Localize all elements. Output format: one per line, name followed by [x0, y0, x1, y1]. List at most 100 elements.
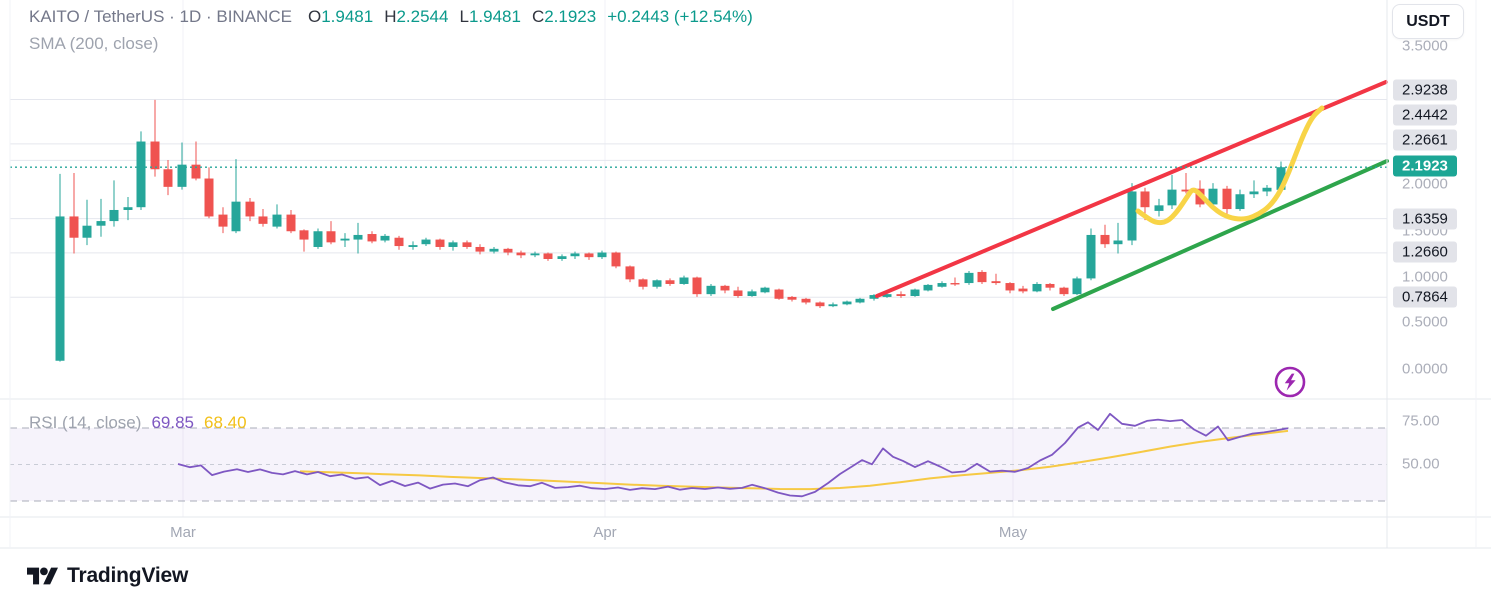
candle-body	[109, 209, 119, 222]
sma-label: SMA (200, close)	[29, 34, 159, 53]
candle-body	[1059, 287, 1069, 295]
candle-body	[340, 238, 350, 241]
candle-body	[245, 201, 255, 217]
candle-body	[326, 231, 336, 243]
candles-layer	[55, 99, 1286, 362]
ohlc-open: O1.9481	[307, 7, 374, 26]
candle-body	[136, 141, 146, 208]
candle-body	[625, 266, 635, 280]
ohlc-close: C2.1923	[531, 7, 597, 26]
price-level-label: 2.2661	[1393, 129, 1457, 151]
candle-body	[611, 252, 621, 267]
candle-body	[950, 283, 960, 285]
candle-body	[828, 304, 838, 307]
candle-body	[733, 290, 743, 296]
tradingview-logo-icon	[27, 567, 58, 585]
time-axis-month: Apr	[593, 524, 617, 541]
candle-body	[1045, 283, 1055, 288]
rsi-line	[177, 412, 1289, 498]
price-level-label: 2.4442	[1393, 104, 1457, 126]
rsi-legend[interactable]: RSI (14, close) 69.85 68.40	[29, 413, 247, 433]
candle-body	[1113, 240, 1123, 245]
lightning-icon	[1274, 366, 1306, 398]
price-axis-tick: 0.0000	[1402, 360, 1448, 378]
candle-body	[299, 230, 309, 240]
current-price-label: 2.1923	[1393, 155, 1457, 177]
candle-body	[543, 253, 553, 259]
price-level-label: 0.7864	[1393, 286, 1457, 308]
symbol-title: KAITO / TetherUS · 1D · BINANCE	[29, 7, 292, 26]
candle-body	[353, 234, 363, 240]
candle-body	[1276, 167, 1286, 190]
highlight-curve[interactable]	[1135, 105, 1325, 226]
candle-body	[1249, 191, 1259, 195]
candle-body	[923, 284, 933, 291]
candle-body	[177, 164, 187, 187]
rsi-label: RSI (14, close)	[29, 413, 142, 432]
candle-body	[408, 245, 418, 247]
candle-body	[896, 294, 906, 296]
trendline-resistance[interactable]	[875, 80, 1388, 298]
candle-body	[652, 280, 662, 287]
trendline-support[interactable]	[1051, 159, 1389, 311]
candle-body	[1235, 194, 1245, 210]
candle-body	[977, 271, 987, 283]
price-level-label: 1.2660	[1393, 241, 1457, 263]
candle-body	[1005, 283, 1015, 291]
candle-body	[1100, 234, 1110, 245]
price-axis-tick: 1.0000	[1402, 268, 1448, 286]
candle-body	[313, 231, 323, 247]
candle-body	[69, 216, 79, 238]
candle-body	[530, 253, 540, 256]
candle-body	[910, 289, 920, 296]
candle-body	[163, 169, 173, 187]
candle-body	[747, 291, 757, 296]
candle-body	[394, 237, 404, 247]
tradingview-logo[interactable]: TradingView	[27, 564, 188, 588]
price-axis-tick: 2.0000	[1402, 175, 1448, 193]
candle-body	[96, 221, 106, 226]
candle-body	[801, 298, 811, 303]
candle-body	[448, 242, 458, 247]
candle-body	[82, 225, 92, 238]
currency-toggle-button[interactable]: USDT	[1392, 4, 1464, 39]
candle-body	[367, 234, 377, 242]
candle-body	[720, 285, 730, 291]
candle-body	[692, 277, 702, 295]
price-scale[interactable]: 3.5000 2.0000 1.5000 1.0000 0.5000 0.0000 75.0…	[1387, 0, 1491, 548]
candle-body	[964, 272, 974, 284]
candle-body	[679, 277, 689, 284]
time-axis-month: Mar	[170, 524, 196, 541]
candle-body	[380, 235, 390, 241]
price-level-label: 1.6359	[1393, 208, 1457, 230]
candle-body	[882, 294, 892, 297]
symbol-legend[interactable]: KAITO / TetherUS · 1D · BINANCE O1.9481 H2…	[29, 7, 753, 27]
candle-body	[584, 253, 594, 258]
sma-legend[interactable]: SMA (200, close)	[29, 34, 158, 54]
candle-body	[842, 301, 852, 305]
price-axis-tick: 0.5000	[1402, 313, 1448, 331]
candle-body	[1086, 234, 1096, 279]
candle-body	[815, 302, 825, 307]
lightning-button[interactable]	[1267, 359, 1313, 405]
candle-body	[191, 164, 201, 179]
rsi-ma-line	[299, 429, 1289, 491]
change-value: +0.2443 (+12.54%)	[607, 7, 753, 26]
candle-body	[1167, 189, 1177, 206]
candle-body	[638, 279, 648, 287]
candle-body	[150, 141, 160, 170]
candle-body	[489, 248, 499, 252]
candle-body	[937, 283, 947, 287]
price-axis-tick: 50.00	[1402, 455, 1440, 473]
rsi-ma-value: 68.40	[203, 413, 247, 432]
time-axis[interactable]: Mar Apr May	[0, 517, 1387, 548]
candle-body	[760, 287, 770, 293]
candle-body	[123, 207, 133, 210]
candle-body	[774, 289, 784, 299]
candle-body	[55, 216, 65, 361]
candle-body	[475, 246, 485, 252]
candle-body	[869, 295, 879, 299]
candle-body	[1140, 191, 1150, 208]
